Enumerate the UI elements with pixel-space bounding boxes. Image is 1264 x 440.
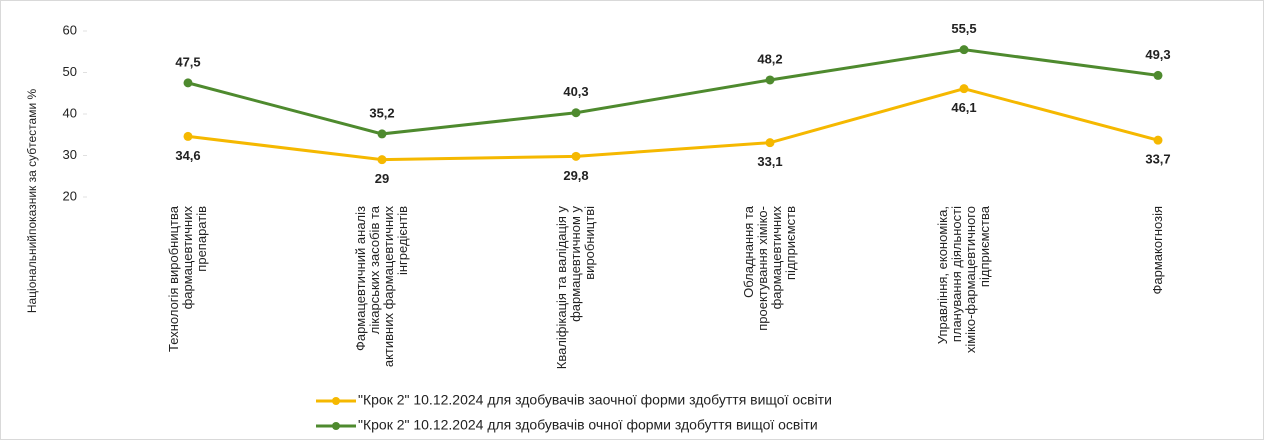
y-tick-label: 50 bbox=[63, 64, 77, 79]
legend-label: "Крок 2" 10.12.2024 для здобувачів заочн… bbox=[358, 392, 832, 408]
y-tick-label: 40 bbox=[63, 105, 77, 120]
data-label: 48,2 bbox=[757, 51, 782, 66]
legend-marker bbox=[332, 422, 340, 430]
data-label: 35,2 bbox=[369, 105, 394, 120]
data-label: 55,5 bbox=[951, 21, 976, 36]
data-label: 34,6 bbox=[175, 148, 200, 163]
data-point bbox=[377, 155, 387, 165]
data-point bbox=[1153, 135, 1163, 145]
x-tick-label: Обладнання та проектування хіміко-фармац… bbox=[741, 206, 798, 331]
series-line bbox=[187, 48, 1159, 136]
x-tick-label: Технологія виробництва фармацевтичних пр… bbox=[166, 206, 209, 352]
data-label: 29 bbox=[375, 171, 389, 186]
data-label: 46,1 bbox=[951, 100, 976, 115]
y-axis-label: Національнийпоказник за субтестами % bbox=[25, 89, 39, 314]
data-point bbox=[571, 108, 581, 118]
data-point bbox=[959, 84, 969, 94]
data-label: 49,3 bbox=[1145, 47, 1170, 62]
data-label: 47,5 bbox=[175, 54, 200, 69]
legend-marker bbox=[332, 397, 340, 405]
data-label: 33,7 bbox=[1145, 152, 1170, 167]
data-point bbox=[1153, 70, 1163, 80]
y-tick-label: 20 bbox=[63, 188, 77, 203]
data-point bbox=[765, 75, 775, 85]
data-point bbox=[377, 129, 387, 139]
x-tick-label: Кваліфікація та валідація у фармацевтичн… bbox=[554, 206, 597, 370]
series-line bbox=[187, 87, 1159, 162]
x-tick-label: Фармацевтичний аналіз лікарських засобів… bbox=[353, 206, 410, 368]
data-point bbox=[183, 131, 193, 141]
data-point bbox=[959, 45, 969, 55]
data-point bbox=[183, 78, 193, 88]
legend-label: "Крок 2" 10.12.2024 для здобувачів очної… bbox=[358, 417, 818, 433]
data-point bbox=[765, 138, 775, 148]
data-point bbox=[571, 151, 581, 161]
x-tick-label: Фармакогнозія bbox=[1150, 206, 1165, 295]
data-label: 40,3 bbox=[563, 84, 588, 99]
data-label: 33,1 bbox=[757, 154, 782, 169]
y-tick-label: 30 bbox=[63, 147, 77, 162]
y-tick-label: 60 bbox=[63, 22, 77, 37]
x-tick-label: Управління, економіка, планування діяльн… bbox=[935, 206, 992, 354]
data-label: 29,8 bbox=[563, 168, 588, 183]
